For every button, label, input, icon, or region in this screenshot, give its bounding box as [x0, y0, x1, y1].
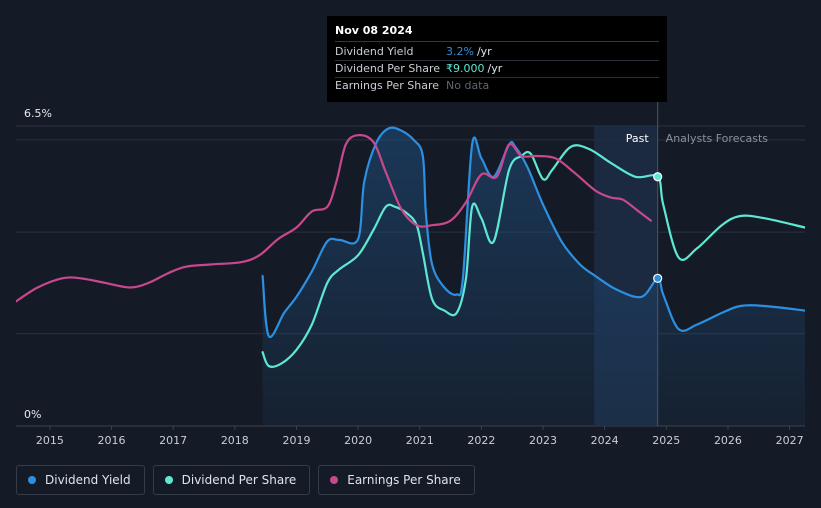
- legend-item-dividend-per-share[interactable]: Dividend Per Share: [152, 465, 311, 495]
- legend: Dividend Yield Dividend Per Share Earnin…: [16, 465, 475, 495]
- x-tick-label: 2018: [221, 434, 249, 447]
- dividend-per-share-line: [261, 144, 805, 368]
- x-axis: 2015 2016 2017 2018 2019 2020 2021 2022 2023 2024…: [36, 426, 804, 447]
- series-lines: [16, 126, 805, 368]
- hover-markers: [653, 172, 663, 283]
- tooltip-label: Dividend Yield: [335, 45, 414, 58]
- y-tick-label: 0%: [24, 408, 41, 421]
- tooltip-value: ₹9.000: [446, 62, 485, 75]
- tooltip-date: Nov 08 2024: [335, 24, 659, 42]
- legend-item-dividend-yield[interactable]: Dividend Yield: [16, 465, 145, 495]
- tooltip-label: Earnings Per Share: [335, 79, 440, 92]
- dividend-yield-area-fill: [262, 127, 805, 426]
- tooltip-value: No data: [446, 79, 490, 92]
- tooltip-label: Dividend Per Share: [335, 62, 441, 75]
- forecast-label: Analysts Forecasts: [666, 132, 769, 145]
- x-tick-label: 2017: [159, 434, 187, 447]
- x-tick-label: 2020: [344, 434, 372, 447]
- dividend-yield-area: [262, 127, 805, 426]
- x-tick-label: 2021: [406, 434, 434, 447]
- tooltip-unit: /yr: [487, 62, 503, 75]
- tooltip: Nov 08 2024 Dividend Yield 3.2%/yr Divid…: [327, 16, 667, 102]
- dividend-yield-marker: [653, 273, 663, 283]
- tooltip-unit: /yr: [476, 45, 492, 58]
- y-axis: 6.5% 0%: [24, 107, 52, 421]
- legend-item-earnings-per-share[interactable]: Earnings Per Share: [318, 465, 475, 495]
- x-tick-label: 2027: [776, 434, 804, 447]
- x-tick-label: 2019: [282, 434, 310, 447]
- x-tick-label: 2025: [652, 434, 680, 447]
- x-tick-label: 2026: [714, 434, 742, 447]
- x-tick-label: 2015: [36, 434, 64, 447]
- tooltip-row-dividend-yield: Dividend Yield 3.2%/yr: [335, 44, 659, 61]
- x-tick-label: 2024: [591, 434, 619, 447]
- legend-label: Earnings Per Share: [347, 473, 461, 487]
- earnings-per-share-line: [16, 134, 652, 303]
- y-tick-label: 6.5%: [24, 107, 52, 120]
- tooltip-value: 3.2%: [446, 45, 474, 58]
- legend-label: Dividend Yield: [45, 473, 131, 487]
- tooltip-row-earnings-per-share: Earnings Per Share No data: [335, 78, 659, 94]
- x-tick-label: 2016: [98, 434, 126, 447]
- legend-label: Dividend Per Share: [181, 473, 297, 487]
- dividend-yield-line: [261, 126, 805, 339]
- dividend-per-share-marker: [653, 172, 663, 182]
- legend-dot-icon: [330, 476, 339, 484]
- x-tick-label: 2023: [529, 434, 557, 447]
- x-tick-label: 2022: [467, 434, 495, 447]
- past-label: Past: [626, 132, 650, 145]
- tooltip-row-dividend-per-share: Dividend Per Share ₹9.000/yr: [335, 61, 659, 78]
- legend-dot-icon: [28, 476, 36, 484]
- legend-dot-icon: [164, 476, 173, 484]
